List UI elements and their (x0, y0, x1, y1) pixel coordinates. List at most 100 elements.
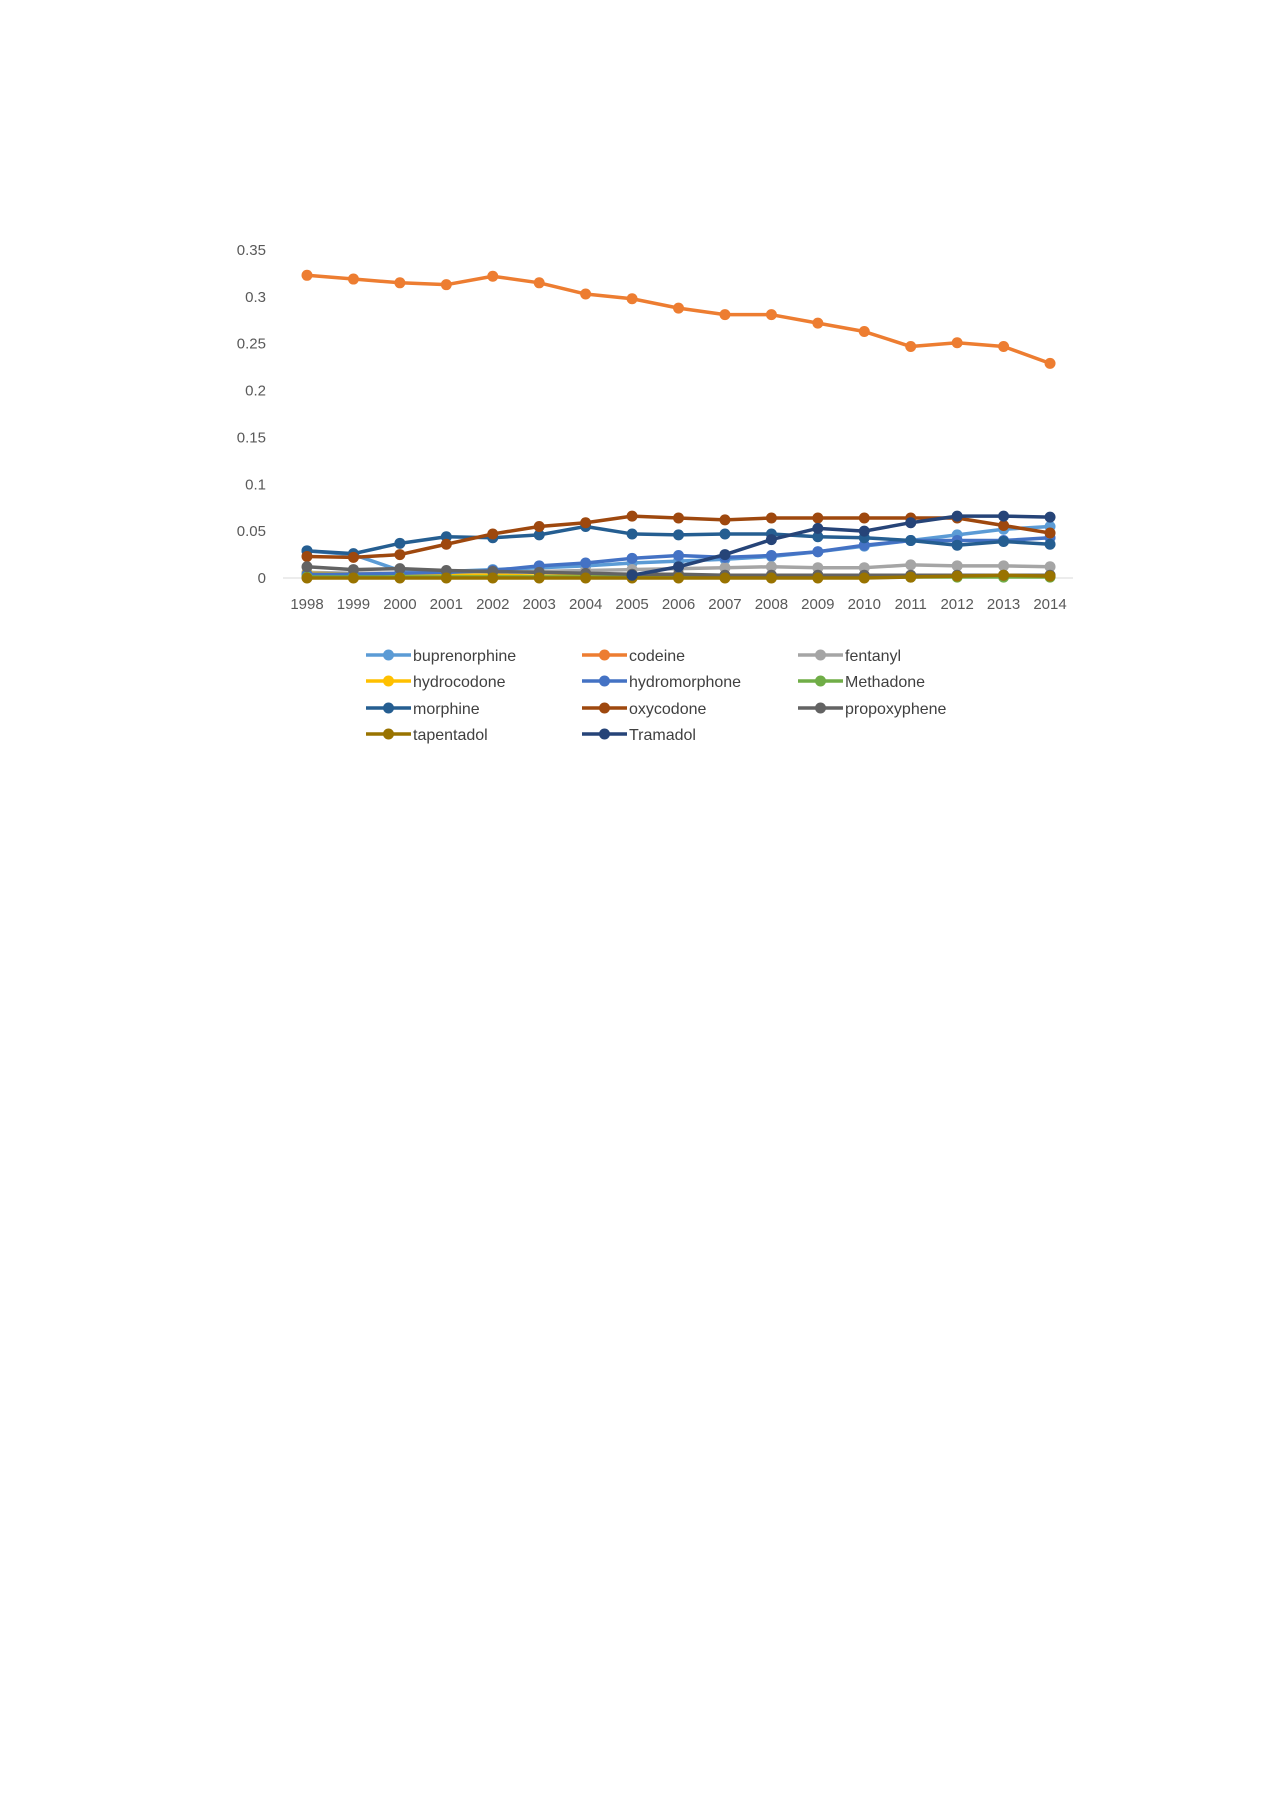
data-point (765, 309, 777, 321)
chart-legend: buprenorphine codeine fentanyl hydrocodone h… (366, 648, 947, 744)
legend-label: fentanyl (845, 648, 901, 665)
y-tick-label: 0.1 (245, 476, 266, 493)
data-point (301, 269, 313, 281)
legend-swatch-marker (599, 728, 610, 740)
x-tick-label: 2005 (615, 596, 648, 613)
data-point (580, 517, 592, 529)
data-point (1044, 561, 1056, 573)
data-point (533, 277, 545, 289)
data-point (765, 572, 777, 584)
legend-item: propoxyphene (798, 701, 947, 718)
data-point (719, 572, 731, 584)
series-line (305, 273, 1052, 366)
series-tramadol (626, 510, 1056, 581)
x-tick-label: 2009 (801, 596, 834, 613)
legend-swatch-marker (383, 728, 394, 740)
y-axis-ticks: 0 0.05 0.1 0.15 0.2 0.25 0.3 0.35 (237, 242, 266, 587)
x-tick-label: 2000 (383, 596, 416, 613)
legend-label: codeine (629, 648, 685, 665)
x-tick-label: 1999 (337, 596, 370, 613)
data-point (533, 520, 545, 532)
y-tick-label: 0.2 (245, 383, 266, 400)
data-point (347, 273, 359, 285)
data-point (905, 571, 917, 583)
legend-swatch-marker (815, 702, 826, 714)
legend-swatch-marker (383, 675, 394, 687)
data-point (812, 531, 824, 543)
data-point (347, 551, 359, 563)
data-point (765, 512, 777, 524)
data-point (347, 564, 359, 576)
legend-swatch-marker (815, 649, 826, 661)
data-point (998, 341, 1010, 353)
y-tick-label: 0.35 (237, 242, 266, 259)
data-point (580, 557, 592, 569)
data-point (1044, 570, 1056, 582)
data-point (998, 535, 1010, 547)
legend-item: oxycodone (582, 701, 706, 718)
data-point (533, 572, 545, 584)
data-point (394, 563, 406, 575)
data-point (719, 528, 731, 540)
data-point (998, 560, 1010, 572)
data-point (673, 550, 685, 562)
data-point (812, 512, 824, 524)
data-point (301, 561, 313, 573)
legend-label: morphine (413, 701, 480, 718)
y-tick-label: 0.3 (245, 289, 266, 306)
data-point (998, 569, 1010, 581)
y-tick-label: 0.25 (237, 336, 266, 353)
legend-label: tapentadol (413, 727, 488, 744)
data-point (1044, 538, 1056, 550)
x-tick-label: 2011 (895, 596, 927, 613)
x-tick-label: 2010 (848, 596, 881, 613)
data-point (673, 561, 685, 573)
data-point (905, 517, 917, 529)
data-point (951, 539, 963, 551)
x-axis-ticks: 1998 1999 2000 2001 2002 2003 2004 2005 2006 2007… (290, 596, 1066, 613)
x-tick-label: 2004 (569, 596, 602, 613)
legend-item: codeine (582, 648, 685, 665)
data-point (719, 549, 731, 561)
legend-item: fentanyl (798, 648, 901, 665)
data-point (626, 510, 638, 522)
data-point (394, 549, 406, 561)
legend-swatch-marker (599, 649, 610, 661)
data-point (905, 341, 917, 353)
data-point (812, 522, 824, 534)
data-point (673, 512, 685, 524)
legend-item: hydromorphone (582, 674, 741, 691)
y-tick-label: 0.05 (237, 523, 266, 540)
data-point (394, 277, 406, 289)
x-tick-label: 2008 (755, 596, 788, 613)
data-point (301, 572, 313, 584)
data-point (719, 309, 731, 321)
data-point (487, 528, 499, 540)
legend-label: oxycodone (629, 701, 706, 718)
data-point (394, 572, 406, 584)
legend-item: Tramadol (582, 727, 696, 744)
data-point (626, 528, 638, 540)
legend-item: buprenorphine (366, 648, 516, 665)
legend-label: propoxyphene (845, 701, 947, 718)
legend-swatch-marker (599, 675, 610, 687)
data-point (858, 572, 870, 584)
data-point (440, 279, 452, 291)
x-tick-label: 2007 (708, 596, 741, 613)
legend-swatch-marker (599, 702, 610, 714)
legend-swatch-marker (383, 649, 394, 661)
series-oxycodone (301, 510, 1056, 563)
x-tick-label: 2014 (1033, 596, 1066, 613)
y-tick-label: 0.15 (237, 429, 266, 446)
data-point (812, 546, 824, 558)
legend-label: hydromorphone (629, 674, 741, 691)
data-point (440, 538, 452, 550)
data-point (951, 510, 963, 522)
data-point (626, 293, 638, 305)
legend-label: Tramadol (629, 727, 696, 744)
legend-swatch-marker (815, 675, 826, 687)
data-point (1044, 357, 1056, 369)
data-point (765, 550, 777, 562)
